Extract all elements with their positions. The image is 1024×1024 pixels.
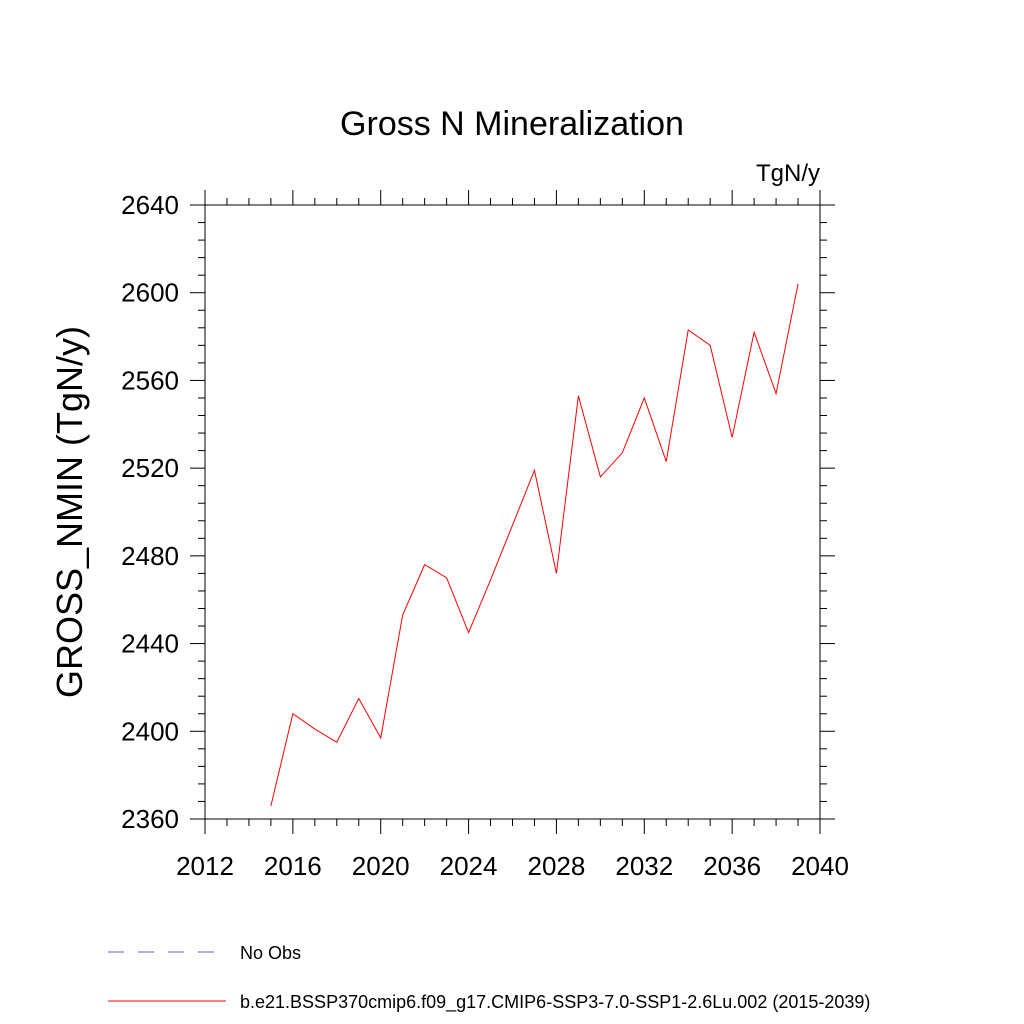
- y-tick-label: 2600: [121, 278, 179, 308]
- chart-title: Gross N Mineralization: [340, 105, 684, 143]
- x-tick-label: 2024: [440, 851, 498, 881]
- legend-label-no-obs: No Obs: [240, 943, 301, 963]
- y-tick-label: 2440: [121, 629, 179, 659]
- y-tick-label: 2480: [121, 541, 179, 571]
- series-line-1: [270, 283, 799, 806]
- x-tick-label: 2020: [352, 851, 410, 881]
- x-tick-label: 2036: [703, 851, 761, 881]
- x-tick-label: 2012: [176, 851, 234, 881]
- legend-label-model-run: b.e21.BSSP370cmip6.f09_g17.CMIP6-SSP3-7.…: [240, 992, 870, 1013]
- units-label: TgN/y: [756, 160, 820, 187]
- series-layer: [270, 283, 799, 806]
- y-axis-label: GROSS_NMIN (TgN/y): [49, 326, 90, 698]
- y-tick-label: 2360: [121, 804, 179, 834]
- x-tick-label: 2040: [791, 851, 849, 881]
- y-tick-label: 2640: [121, 190, 179, 220]
- x-tick-label: 2032: [615, 851, 673, 881]
- x-tick-label: 2028: [528, 851, 586, 881]
- legend: No Obs b.e21.BSSP370cmip6.f09_g17.CMIP6-…: [108, 943, 870, 1013]
- plot-frame: [204, 204, 821, 820]
- y-tick-label: 2560: [121, 365, 179, 395]
- axis-ticks: 2012 2016 2020 2024 2028 2032 2036 2040 2360 2400…: [121, 190, 849, 881]
- y-tick-label: 2400: [121, 716, 179, 746]
- x-tick-label: 2016: [264, 851, 322, 881]
- y-tick-label: 2520: [121, 453, 179, 483]
